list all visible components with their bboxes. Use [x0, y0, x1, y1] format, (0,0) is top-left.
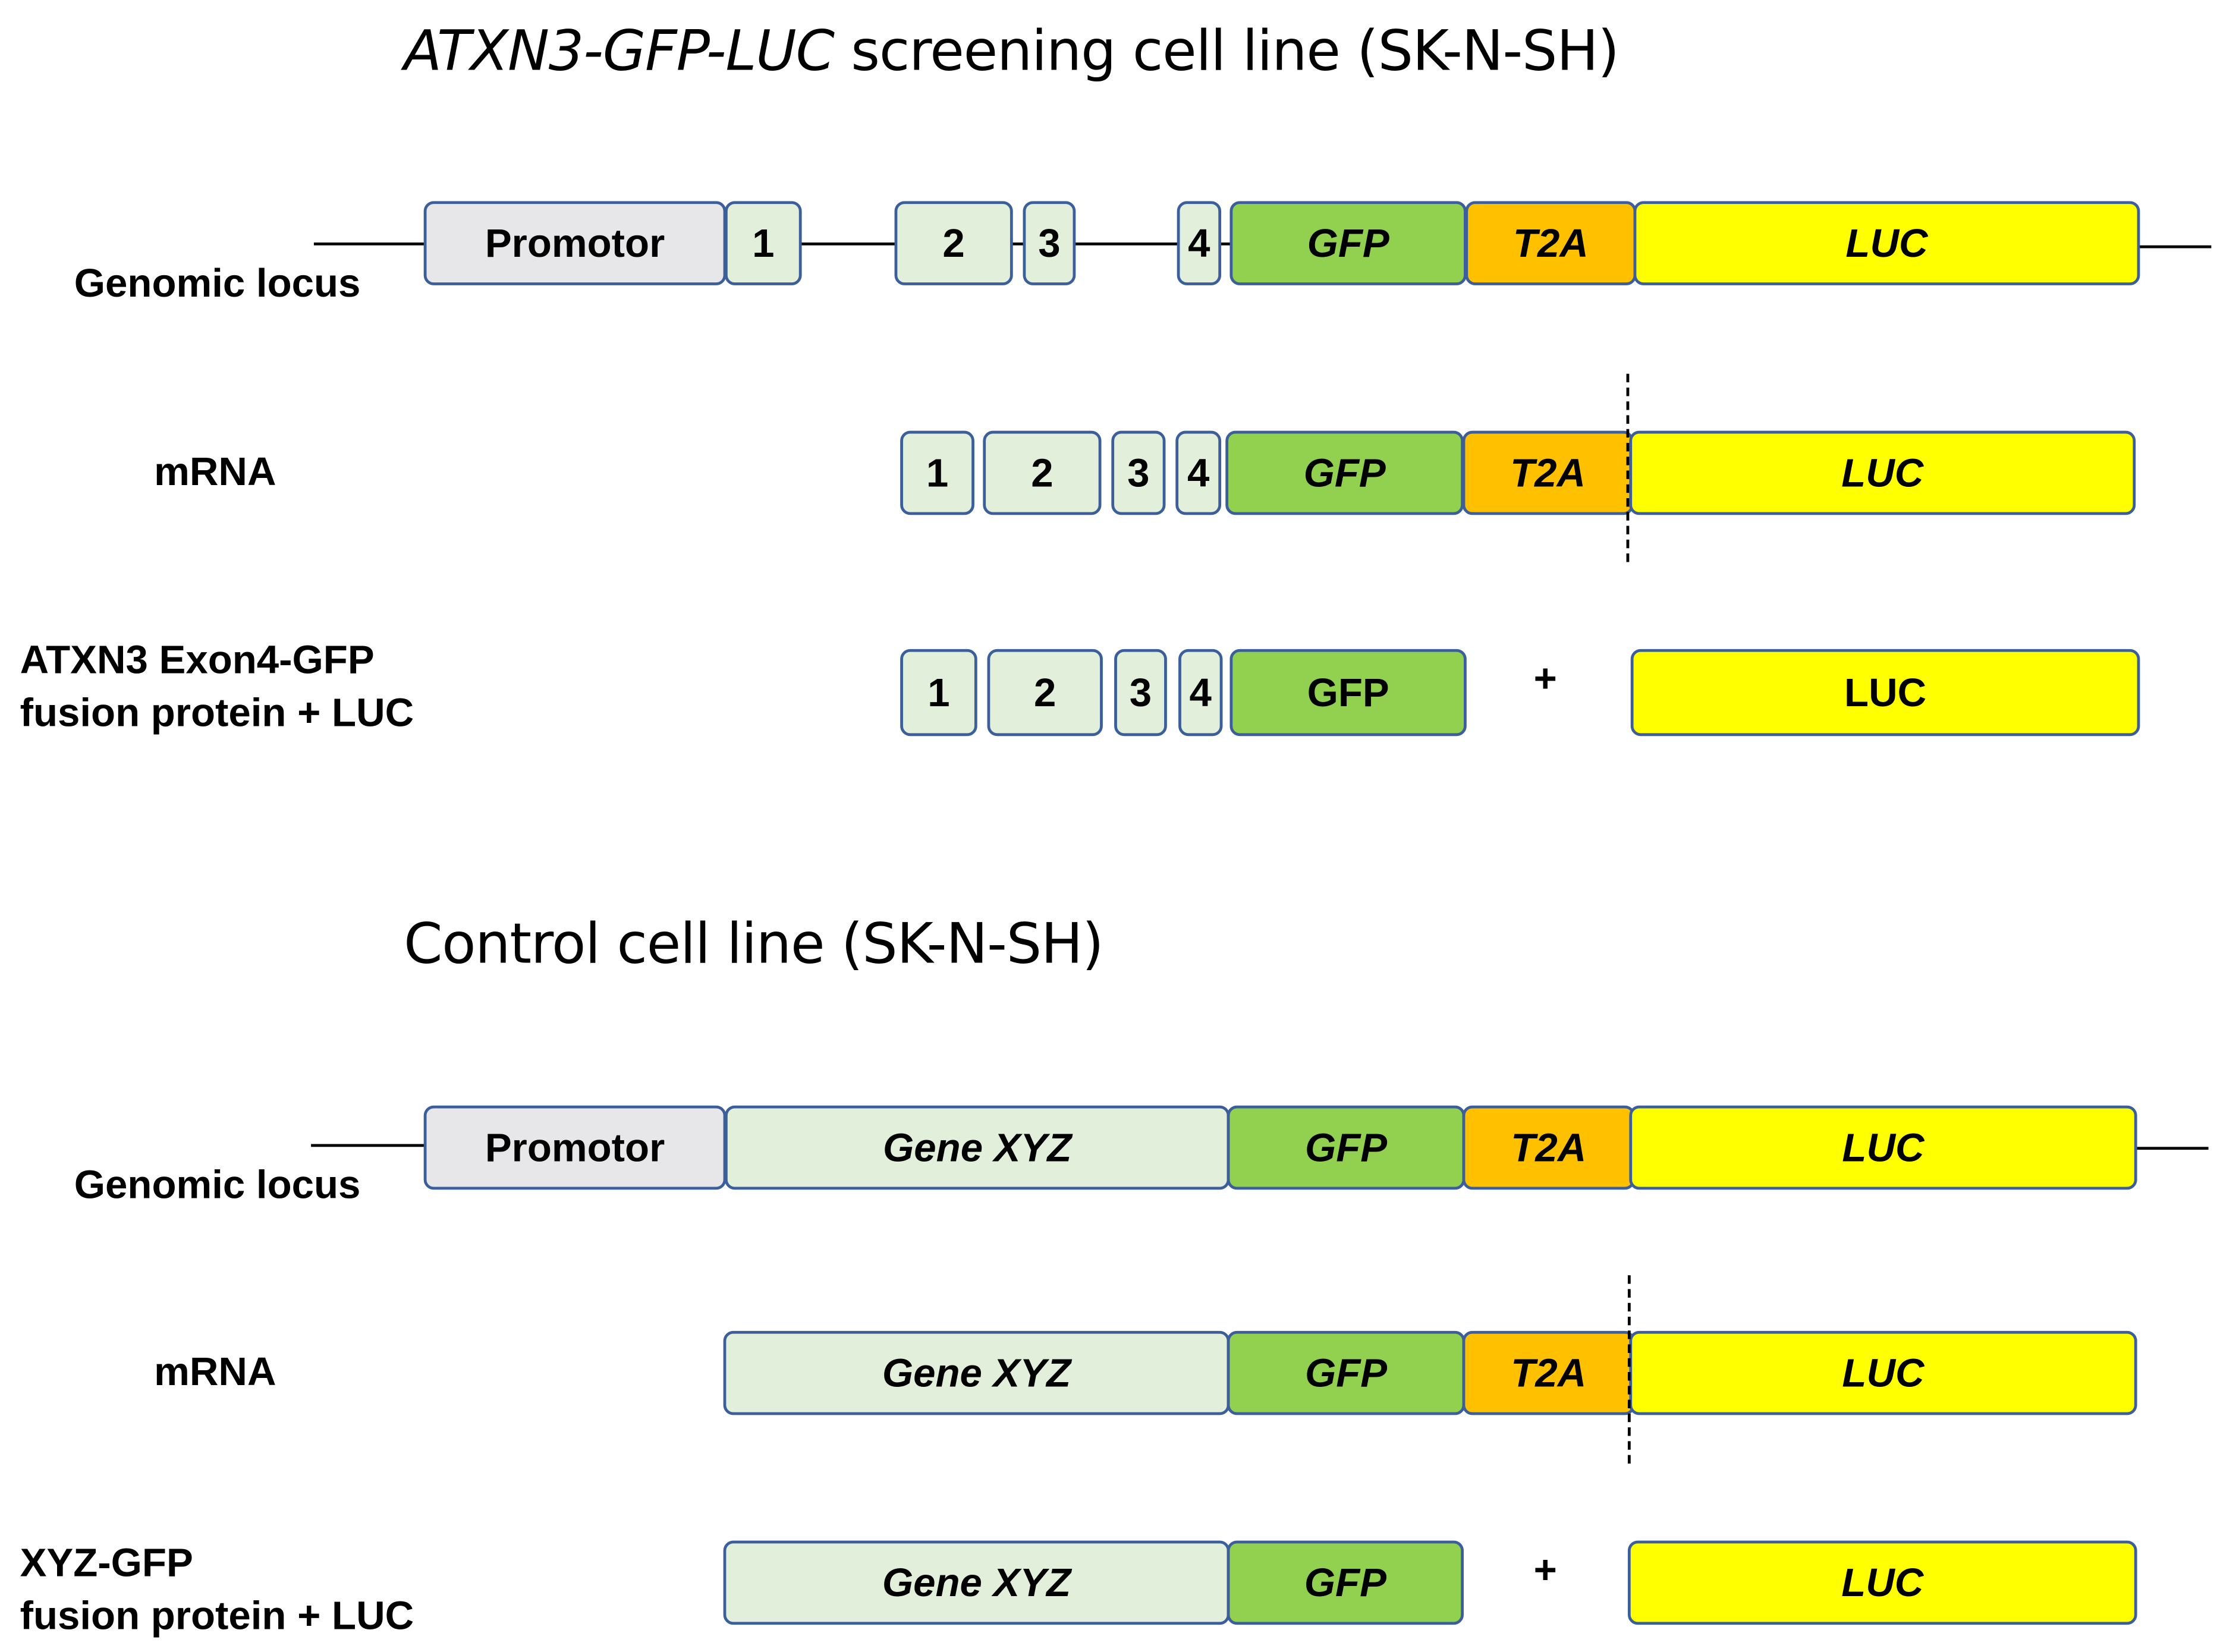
luc-box: LUC [1627, 1540, 2137, 1625]
luc-box: LUC [1629, 430, 2136, 515]
exon-2-box: 2 [894, 201, 1013, 285]
exon-1-box: 1 [900, 430, 974, 515]
exon-4-box: 4 [1175, 430, 1222, 515]
exon-3-box: 3 [1023, 201, 1076, 285]
exon-2-box: 2 [987, 649, 1103, 737]
intron-line-2 [1010, 242, 1027, 246]
atxn3-fusion-label-line2: fusion protein + LUC [20, 690, 414, 735]
gene-xyz-box: Gene XYZ [725, 1105, 1230, 1190]
gene-xyz-box: Gene XYZ [723, 1540, 1230, 1625]
plus-sign: + [1533, 1547, 1557, 1592]
cleavage-site-marker [1627, 1275, 1631, 1464]
intron-line-1 [798, 242, 899, 246]
genomic-locus-label: Genomic locus [74, 1162, 361, 1207]
gfp-box: GFP [1227, 1540, 1464, 1625]
luc-box: LUC [1630, 649, 2140, 737]
exon-4-box: 4 [1177, 201, 1222, 285]
xyz-fusion-label-line1: XYZ-GFP [20, 1540, 193, 1585]
atxn3-fusion-label-line1: ATXN3 Exon4-GFP [20, 637, 375, 682]
control-title: Control cell line (SK-N-SH) [404, 912, 1104, 977]
gfp-box: GFP [1227, 1330, 1466, 1415]
gfp-box: GFP [1229, 201, 1467, 285]
screening-title: ATXN3-GFP-LUC screening cell line (SK-N-… [404, 20, 1619, 84]
locus-line-left [311, 1144, 428, 1147]
cleavage-site-marker [1626, 373, 1630, 562]
exon-1-box: 1 [900, 649, 977, 737]
intron-line-3 [1073, 242, 1181, 246]
luc-box: LUC [1633, 201, 2140, 285]
screening-title-construct: ATXN3-GFP-LUC [404, 20, 835, 84]
screening-title-rest: screening cell line (SK-N-SH) [834, 20, 1619, 84]
exon-4-box: 4 [1178, 649, 1223, 737]
exon-3-box: 3 [1114, 649, 1167, 737]
promotor-box: Promotor [423, 201, 727, 285]
exon-2-box: 2 [983, 430, 1102, 515]
genomic-locus-label: Genomic locus [74, 261, 361, 306]
t2a-box: T2A [1462, 1105, 1635, 1190]
mrna-label: mRNA [154, 1349, 276, 1394]
intron-line-4 [1218, 242, 1233, 246]
luc-box: LUC [1629, 1330, 2137, 1415]
plus-sign: + [1533, 656, 1557, 701]
gfp-box: GFP [1227, 1105, 1466, 1190]
mrna-label: mRNA [154, 449, 276, 494]
exon-3-box: 3 [1111, 430, 1166, 515]
t2a-box: T2A [1465, 201, 1637, 285]
gfp-box: GFP [1225, 430, 1464, 515]
promotor-box: Promotor [423, 1105, 727, 1190]
gene-xyz-box: Gene XYZ [723, 1330, 1230, 1415]
xyz-fusion-label-line2: fusion protein + LUC [20, 1593, 414, 1638]
locus-line-left [313, 242, 428, 246]
locus-line-right [2134, 1147, 2209, 1150]
exon-1-box: 1 [725, 201, 802, 285]
gfp-box: GFP [1229, 649, 1467, 737]
locus-line-right [2137, 245, 2212, 248]
t2a-box: T2A [1462, 1330, 1635, 1415]
luc-box: LUC [1629, 1105, 2137, 1190]
t2a-box: T2A [1462, 430, 1634, 515]
